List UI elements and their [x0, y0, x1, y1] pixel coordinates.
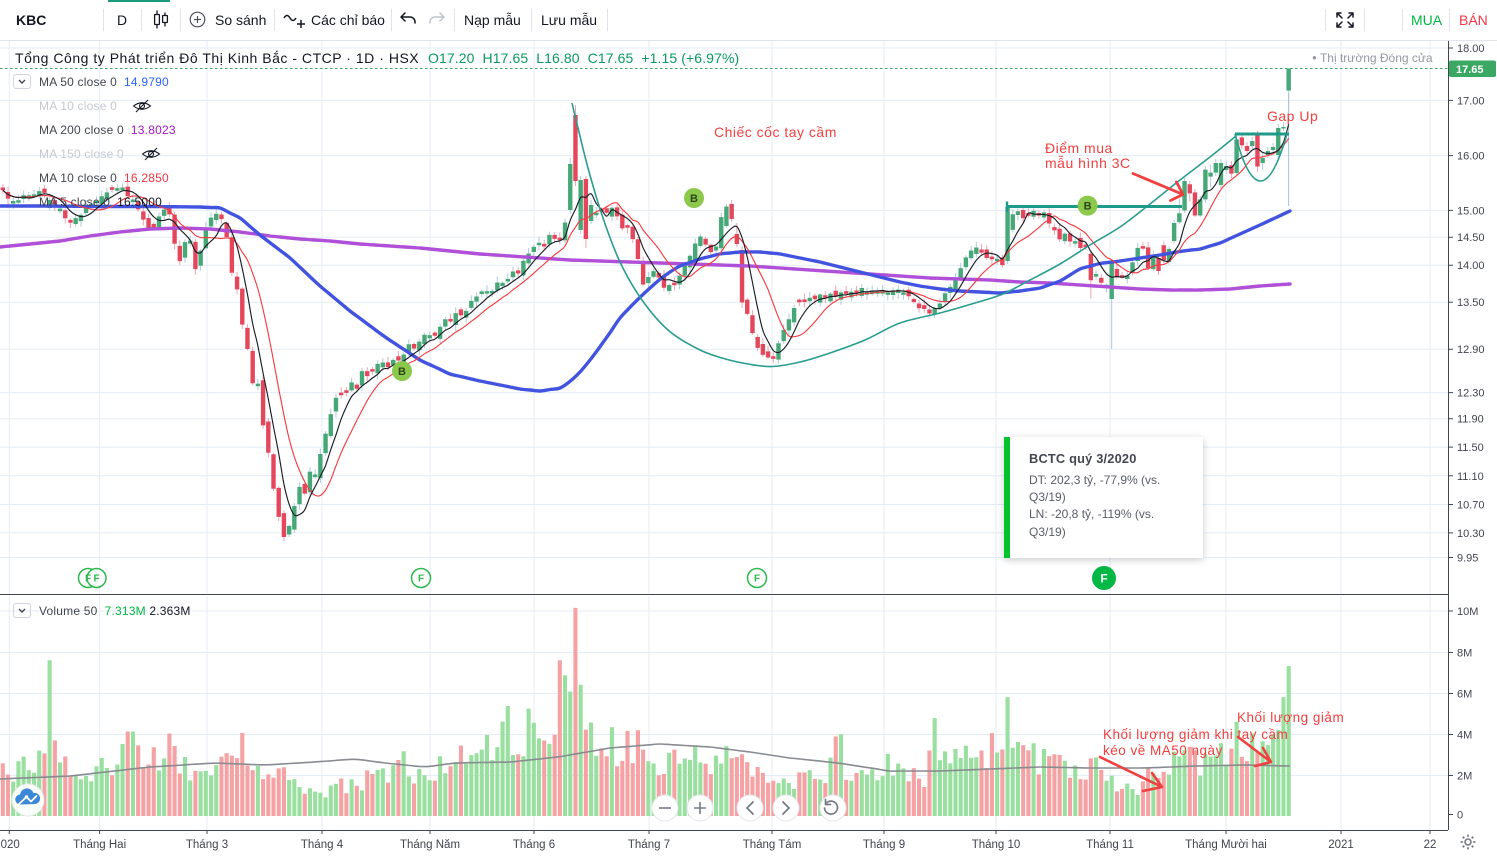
svg-text:Tháng Hai: Tháng Hai: [73, 839, 126, 851]
svg-text:14.00: 14.00: [1457, 260, 1485, 272]
svg-text:22: 22: [1424, 839, 1437, 851]
svg-text:B: B: [690, 193, 698, 205]
svg-text:F: F: [1100, 572, 1107, 586]
svg-text:11.50: 11.50: [1457, 442, 1484, 454]
svg-text:Tháng 11: Tháng 11: [1086, 839, 1134, 851]
svg-text:Tháng 3: Tháng 3: [186, 839, 228, 851]
svg-text:Tháng 4: Tháng 4: [301, 839, 344, 851]
svg-text:B: B: [1084, 201, 1092, 213]
svg-text:18.00: 18.00: [1457, 43, 1485, 55]
svg-text:Tháng 10: Tháng 10: [972, 839, 1021, 851]
svg-text:2M: 2M: [1457, 771, 1472, 783]
svg-text:Tháng Năm: Tháng Năm: [400, 839, 460, 851]
svg-text:Tháng 7: Tháng 7: [628, 839, 670, 851]
svg-text:11.90: 11.90: [1457, 414, 1484, 426]
svg-text:Tháng Mười hai: Tháng Mười hai: [1185, 839, 1267, 851]
svg-text:8M: 8M: [1457, 648, 1472, 660]
svg-text:6M: 6M: [1457, 689, 1472, 701]
svg-text:10.70: 10.70: [1457, 500, 1485, 512]
svg-text:F: F: [85, 574, 91, 585]
svg-text:17.65: 17.65: [1456, 64, 1484, 76]
svg-text:12.90: 12.90: [1457, 344, 1485, 356]
svg-text:4M: 4M: [1457, 730, 1472, 742]
svg-text:10M: 10M: [1457, 606, 1478, 618]
svg-text:Tháng 9: Tháng 9: [863, 839, 905, 851]
svg-text:15.00: 15.00: [1457, 205, 1485, 217]
svg-text:F: F: [93, 574, 99, 585]
svg-text:Tháng 6: Tháng 6: [513, 839, 555, 851]
svg-text:2021: 2021: [1328, 839, 1354, 851]
svg-text:17.00: 17.00: [1457, 95, 1485, 107]
svg-text:11.10: 11.10: [1457, 471, 1484, 483]
svg-text:Tháng Tám: Tháng Tám: [743, 839, 802, 851]
svg-text:0: 0: [1457, 810, 1463, 822]
svg-text:F: F: [754, 574, 760, 585]
svg-text:10.30: 10.30: [1457, 528, 1485, 540]
svg-text:16.00: 16.00: [1457, 151, 1485, 163]
svg-text:13.50: 13.50: [1457, 297, 1485, 309]
svg-text:B: B: [398, 366, 406, 378]
svg-text:9.95: 9.95: [1457, 553, 1478, 565]
svg-text:14.50: 14.50: [1457, 232, 1485, 244]
svg-text:12.30: 12.30: [1457, 388, 1485, 400]
svg-text:F: F: [418, 574, 424, 585]
svg-text:2020: 2020: [0, 839, 20, 851]
